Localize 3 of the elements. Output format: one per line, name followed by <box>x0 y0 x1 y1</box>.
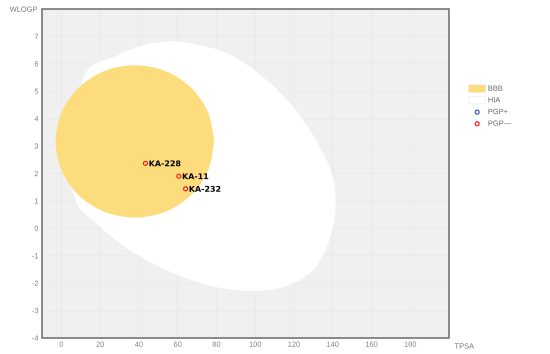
point <box>142 160 148 166</box>
point <box>176 174 182 179</box>
point <box>183 186 188 192</box>
